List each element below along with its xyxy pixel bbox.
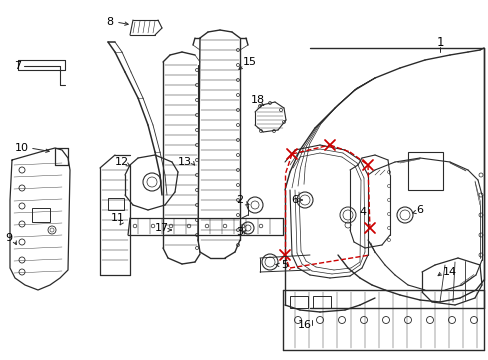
Bar [312,296,330,308]
Text: 11: 11 [111,213,125,223]
Text: 2: 2 [236,195,243,205]
Text: 6: 6 [291,195,298,205]
Text: 15: 15 [243,57,257,67]
Text: 17: 17 [155,223,169,233]
Bar [32,208,50,222]
Text: 13: 13 [178,157,192,167]
Text: 10: 10 [15,143,29,153]
FancyBboxPatch shape [407,152,442,190]
Text: 3: 3 [236,227,243,237]
Text: 4: 4 [359,207,366,217]
Bar [289,296,307,308]
Text: 9: 9 [5,233,13,243]
Bar [108,198,124,210]
Text: 18: 18 [250,95,264,105]
Text: 6: 6 [416,205,423,215]
Text: 14: 14 [442,267,456,277]
Text: 12: 12 [115,157,129,167]
Text: 7: 7 [15,61,21,71]
Text: 16: 16 [297,320,311,330]
Text: 8: 8 [106,17,113,27]
Text: 5: 5 [281,260,288,270]
Text: 1: 1 [435,36,443,49]
